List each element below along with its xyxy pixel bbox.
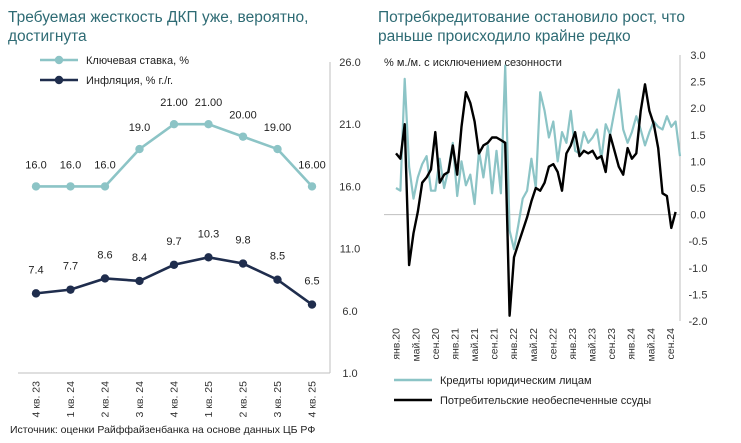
key-rate-data-label: 19.0 [129, 122, 150, 134]
inflation-point [273, 275, 282, 284]
y-tick-label: 21.0 [339, 119, 360, 131]
inflation-data-label: 9.8 [235, 235, 250, 247]
right-chart-title: Потребкредитование остановило рост, что … [378, 9, 685, 45]
inflation-point [307, 300, 317, 309]
legend-inflation-label: Инфляция, % г./г. [86, 75, 173, 87]
y-tick-label: 0.5 [690, 183, 705, 195]
left-chart-title: Требуемая жесткость ДКП уже, вероятно, д… [8, 9, 309, 45]
x-tick-label: сен.24 [665, 328, 677, 360]
inflation-data-label: 7.4 [28, 264, 43, 276]
y-tick-label: -2.0 [689, 316, 708, 328]
key-rate-point [307, 182, 317, 191]
key-rate-point [238, 132, 248, 141]
y-tick-label: 1.5 [690, 130, 705, 142]
y-tick-label: 1.0 [690, 156, 705, 168]
key-rate-point [66, 182, 75, 191]
inflation-data-label: 8.4 [132, 252, 147, 264]
inflation-point [135, 276, 144, 286]
y-tick-label: 26.0 [339, 57, 360, 69]
x-tick-label: май.22 [528, 328, 540, 362]
inflation-data-label: 7.7 [63, 261, 78, 273]
y-tick-label: 2.0 [690, 103, 705, 115]
y-tick-label: 3.0 [690, 50, 705, 62]
key-rate-data-label: 16.0 [94, 159, 115, 171]
y-tick-label: 11.0 [340, 244, 361, 256]
y-tick-label: 6.0 [342, 306, 357, 318]
x-tick-label: 3 кв. 25 [272, 381, 284, 418]
x-tick-label: янв.22 [508, 328, 520, 360]
x-tick-label: янв.24 [626, 328, 638, 360]
corporate-loans-line [395, 64, 682, 251]
x-tick-label: май.23 [587, 328, 599, 362]
key-rate-point [135, 144, 144, 154]
x-tick-label: янв.23 [567, 328, 579, 360]
inflation-data-label: 10.3 [198, 228, 219, 240]
key-rate-inflation-chart: 1.0 6.0 11.0 16.0 21.0 26.0 4 кв. 23 1 кв. 24 2 … [18, 55, 361, 418]
key-rate-data-label: 16.0 [25, 159, 46, 171]
x-tick-label: май.20 [410, 328, 422, 362]
key-rate-point [31, 182, 41, 191]
x-tick-label: янв.21 [449, 328, 461, 360]
legend-key-rate-marker [54, 55, 64, 65]
inflation-point [169, 260, 179, 269]
x-tick-label: май.21 [469, 328, 481, 362]
legend-inflation-marker [54, 75, 64, 85]
inflation-data-label: 8.5 [270, 251, 285, 263]
key-rate-data-label: 19.00 [264, 122, 292, 134]
consumer-loans-line [395, 83, 677, 317]
key-rate-data-label: 16.00 [298, 159, 326, 171]
inflation-data-label: 9.7 [166, 236, 181, 248]
source-note: Источник: оценки Райффайзенбанка на осно… [10, 424, 316, 436]
y-tick-label: 16.0 [339, 181, 360, 193]
inflation-point [100, 274, 110, 283]
legend-corporate-label: Кредиты юридическим лицам [440, 375, 592, 387]
key-rate-point [100, 182, 110, 191]
key-rate-data-label: 21.00 [195, 97, 223, 109]
x-tick-label: 2 кв. 24 [100, 381, 112, 418]
x-tick-label: 4 кв. 25 [307, 381, 319, 418]
y-tick-label: 1.0 [342, 368, 357, 380]
x-tick-label: 4 кв. 24 [169, 381, 181, 418]
y-tick-label: 2.5 [690, 77, 705, 89]
x-tick-label: сен.22 [547, 328, 559, 360]
x-tick-label: 3 кв. 24 [134, 381, 146, 418]
y-axis-title: % м./м. с исключением сезонности [384, 57, 562, 69]
key-rate-data-label: 16.0 [60, 159, 81, 171]
x-tick-label: 1 кв. 24 [65, 381, 77, 418]
inflation-point [66, 285, 75, 294]
x-tick-label: 2 кв. 25 [238, 381, 250, 418]
legend-key-rate-label: Ключевая ставка, % [86, 55, 189, 67]
inflation-point [238, 259, 248, 268]
y-tick-label: -1.5 [689, 289, 708, 301]
x-tick-label: май.24 [645, 328, 657, 362]
x-tick-label: сен.21 [489, 328, 501, 360]
inflation-point [31, 289, 41, 298]
x-tick-label: 1 кв. 25 [203, 381, 215, 418]
x-tick-label: сен.23 [606, 328, 618, 360]
y-tick-label: 0.0 [690, 210, 705, 222]
consumer-credit-chart: -2.0 -1.5 -1.0 -0.5 0.0 0.5 1.0 1.5 2.0 2.5 3.0 % м… [384, 50, 708, 407]
x-tick-label: 4 кв. 23 [31, 381, 43, 418]
y-tick-label: -1.0 [689, 263, 708, 275]
legend-consumer-label: Потребительские необеспеченные ссуды [440, 395, 651, 407]
y-tick-label: -0.5 [689, 236, 708, 248]
key-rate-point [169, 120, 179, 129]
key-rate-point [273, 144, 282, 154]
key-rate-data-label: 21.00 [160, 97, 188, 109]
key-rate-point [204, 120, 213, 129]
inflation-data-label: 8.6 [97, 249, 112, 261]
inflation-data-label: 6.5 [304, 276, 319, 288]
key-rate-data-label: 20.00 [229, 110, 257, 122]
inflation-point [204, 253, 213, 262]
x-tick-label: сен.20 [430, 328, 442, 360]
x-tick-label: янв.20 [391, 328, 403, 360]
